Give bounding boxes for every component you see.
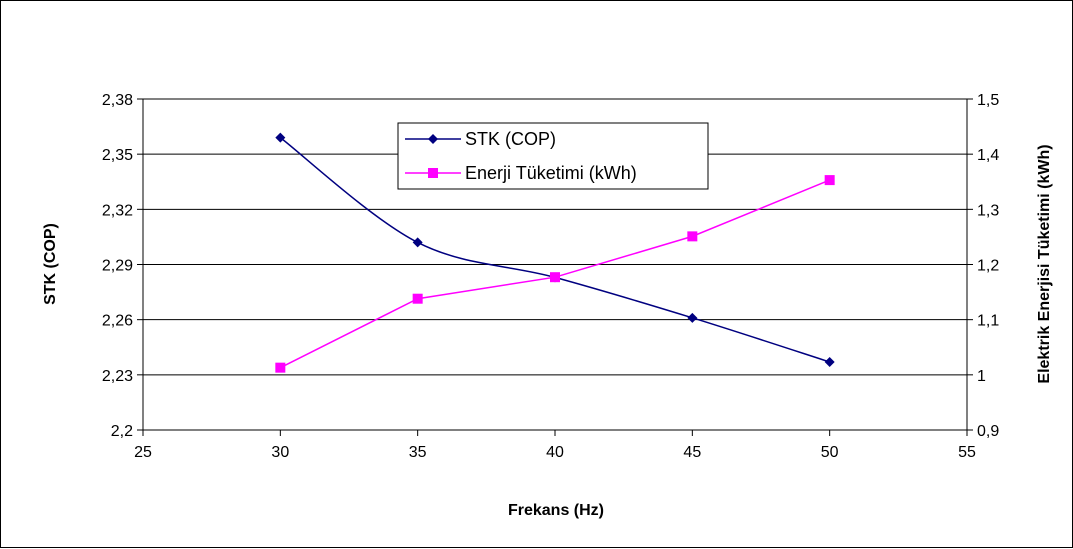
point-enerji-30 — [275, 362, 286, 373]
y2-axis-title: Elektrik Enerjisi Tüketimi (kWh) — [1036, 144, 1053, 383]
y-tick-label-1: 2,23 — [102, 368, 133, 385]
tick-labels: 2,2 2,23 2,26 2,29 2,32 2,35 2,38 0,9 1 1,1 1,2 1,3… — [102, 92, 999, 461]
x-tick-label-3: 40 — [546, 444, 564, 461]
x-tick-label-6: 55 — [958, 444, 976, 461]
y2-tick-label-6: 1,5 — [977, 92, 999, 109]
legend-box — [397, 122, 709, 190]
y2-tick-label-2: 1,1 — [977, 313, 999, 330]
y2-tick-label-4: 1,3 — [977, 202, 999, 219]
axes — [137, 98, 973, 436]
point-enerji-45 — [687, 231, 698, 242]
x-axis-title: Frekans (Hz) — [508, 502, 604, 519]
point-enerji-35 — [412, 293, 423, 304]
y-tick-label-3: 2,29 — [102, 258, 133, 275]
x-tick-label-0: 25 — [134, 444, 152, 461]
x-tick-label-1: 30 — [271, 444, 289, 461]
point-stk-50 — [824, 356, 835, 367]
y2-tick-label-3: 1,2 — [977, 258, 999, 275]
legend-label-stk: STK (COP) — [465, 129, 556, 149]
y2-tick-label-5: 1,4 — [977, 147, 999, 164]
point-stk-45 — [687, 312, 698, 323]
point-enerji-40 — [550, 272, 560, 283]
y-tick-label-6: 2,38 — [102, 92, 133, 109]
point-stk-30 — [275, 132, 286, 143]
x-tick-label-4: 45 — [683, 444, 701, 461]
legend-label-enerji: Enerji Tüketimi (kWh) — [465, 163, 637, 183]
y2-tick-label-1: 1 — [977, 368, 986, 385]
series-layer — [275, 132, 835, 373]
y-axis-title: STK (COP) — [42, 223, 59, 305]
x-tick-label-5: 50 — [821, 444, 839, 461]
legend-marker-enerji-square — [428, 168, 438, 178]
legend-item-stk: STK (COP) — [405, 129, 556, 149]
x-tick-label-2: 35 — [409, 444, 427, 461]
legend-item-enerji: Enerji Tüketimi (kWh) — [405, 163, 637, 183]
series-enerji — [275, 175, 835, 373]
y-tick-label-5: 2,35 — [102, 147, 133, 164]
y-tick-label-2: 2,26 — [102, 313, 133, 330]
legend: STK (COP) Enerji Tüketimi (kWh) — [397, 122, 709, 190]
point-enerji-50 — [824, 175, 835, 186]
y-tick-label-4: 2,32 — [102, 202, 133, 219]
legend-marker-stk-diamond — [428, 134, 438, 144]
y2-tick-label-0: 0,9 — [977, 423, 999, 440]
point-stk-35 — [412, 237, 423, 248]
y-tick-label-0: 2,2 — [111, 423, 133, 440]
